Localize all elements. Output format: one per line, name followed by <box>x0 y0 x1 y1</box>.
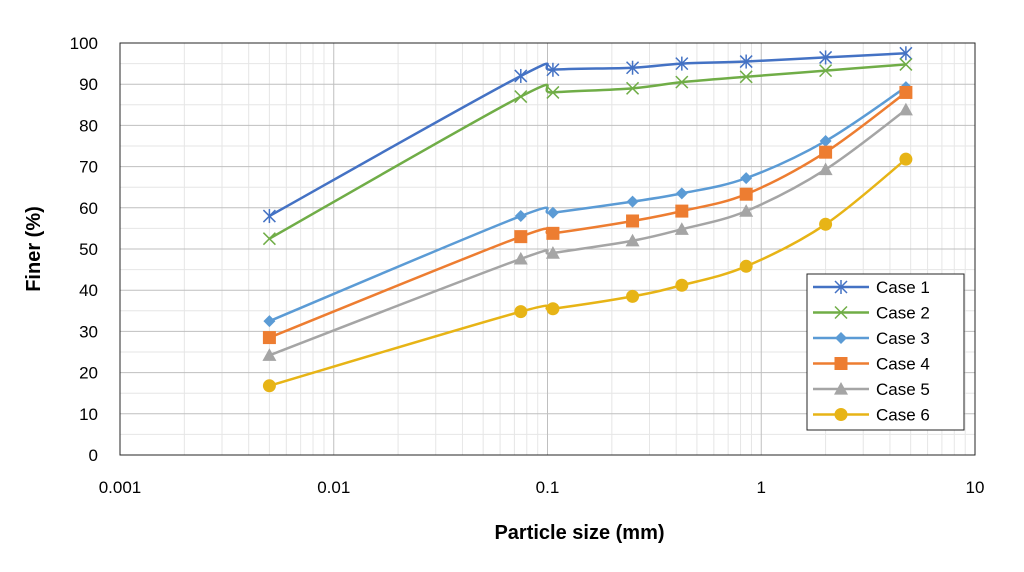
triangle-marker <box>625 233 640 247</box>
x-marker <box>514 90 528 104</box>
asterisk-marker <box>262 209 276 224</box>
square-marker <box>739 187 753 201</box>
series-case-5 <box>262 102 913 361</box>
x-tick-label: 0.001 <box>99 478 142 497</box>
square-marker <box>262 331 276 345</box>
y-tick-label: 70 <box>79 158 98 177</box>
x-marker <box>899 57 913 71</box>
triangle-marker <box>834 382 848 395</box>
series-case-2 <box>262 57 913 246</box>
legend-item: Case 1 <box>813 278 930 297</box>
diamond-marker <box>514 210 527 223</box>
legend-item: Case 5 <box>813 380 930 399</box>
series-line <box>268 108 907 357</box>
series-group <box>262 46 913 393</box>
circle-marker <box>514 305 528 319</box>
square-marker <box>819 145 833 159</box>
circle-marker <box>675 278 689 292</box>
diamond-marker <box>675 187 688 200</box>
y-tick-label: 80 <box>79 116 98 135</box>
triangle-marker <box>898 102 913 116</box>
x-marker <box>262 232 276 246</box>
x-marker <box>546 85 560 99</box>
y-tick-label: 100 <box>70 34 98 53</box>
series-case-4 <box>262 85 913 345</box>
diamond-marker <box>626 195 639 208</box>
square-marker <box>546 226 560 240</box>
legend-item: Case 4 <box>813 355 930 374</box>
legend-box <box>806 273 965 431</box>
x-marker <box>675 75 689 89</box>
triangle-marker <box>674 222 689 235</box>
circle-marker <box>546 302 560 316</box>
legend-item: Case 6 <box>813 406 930 425</box>
y-tick-label: 60 <box>79 199 98 218</box>
legend-item: Case 3 <box>813 329 930 348</box>
circle-marker <box>739 259 753 273</box>
x-tick-label: 0.01 <box>317 478 350 497</box>
y-tick-label: 10 <box>79 405 98 424</box>
series-case-1 <box>262 46 913 224</box>
x-tick-label: 0.1 <box>536 478 560 497</box>
y-tick-label: 40 <box>79 281 98 300</box>
circle-marker <box>834 408 848 421</box>
x-axis-title: Particle size (mm) <box>494 522 664 544</box>
asterisk-marker <box>675 56 689 71</box>
x-marker <box>739 70 753 84</box>
legend-label: Case 6 <box>876 406 930 425</box>
triangle-marker <box>262 348 277 361</box>
diamond-marker <box>263 315 276 328</box>
circle-marker <box>626 289 640 303</box>
asterisk-marker <box>546 62 560 77</box>
asterisk-marker <box>739 54 753 69</box>
y-tick-label: 0 <box>89 446 98 465</box>
square-marker <box>899 85 913 99</box>
y-axis-title: Finer (%) <box>23 206 45 292</box>
y-tick-label: 20 <box>79 364 98 383</box>
circle-marker <box>262 379 276 393</box>
y-tick-label: 50 <box>79 240 98 259</box>
circle-marker <box>819 217 833 231</box>
square-marker <box>675 204 689 218</box>
asterisk-marker <box>834 280 848 294</box>
legend-item: Case 2 <box>813 304 930 323</box>
triangle-marker <box>818 162 833 176</box>
diamond-marker <box>546 206 559 219</box>
series-case-6 <box>262 152 913 393</box>
legend-label: Case 2 <box>876 304 930 323</box>
diamond-marker <box>819 135 832 148</box>
asterisk-marker <box>626 60 640 75</box>
x-marker <box>819 64 833 78</box>
asterisk-marker <box>899 46 913 61</box>
legend-label: Case 4 <box>876 355 930 374</box>
x-tick-label: 10 <box>966 478 985 497</box>
x-tick-labels: 0.001 0.01 0.1 1 10 <box>99 478 985 497</box>
asterisk-marker <box>514 68 528 83</box>
square-marker <box>834 357 848 370</box>
y-tick-labels: 0 10 20 30 40 50 60 70 80 90 100 <box>70 34 98 465</box>
diamond-marker <box>740 172 753 185</box>
triangle-marker <box>513 251 528 265</box>
square-marker <box>626 214 640 228</box>
x-tick-label: 1 <box>757 478 766 497</box>
square-marker <box>514 230 528 244</box>
circle-marker <box>899 152 913 166</box>
legend-label: Case 1 <box>876 278 930 297</box>
diamond-marker <box>835 332 847 344</box>
x-marker <box>626 81 640 95</box>
x-marker <box>834 305 848 320</box>
asterisk-marker <box>819 50 833 65</box>
triangle-marker <box>545 246 560 259</box>
legend: Case 1 Case 2 Case 3 Case 4 Case 5 Case 6 <box>806 273 965 431</box>
legend-label: Case 3 <box>876 329 930 348</box>
y-tick-label: 90 <box>79 75 98 94</box>
plot-area-border <box>119 42 976 456</box>
legend-label: Case 5 <box>876 380 930 399</box>
triangle-marker <box>739 204 754 217</box>
y-tick-label: 30 <box>79 322 98 341</box>
